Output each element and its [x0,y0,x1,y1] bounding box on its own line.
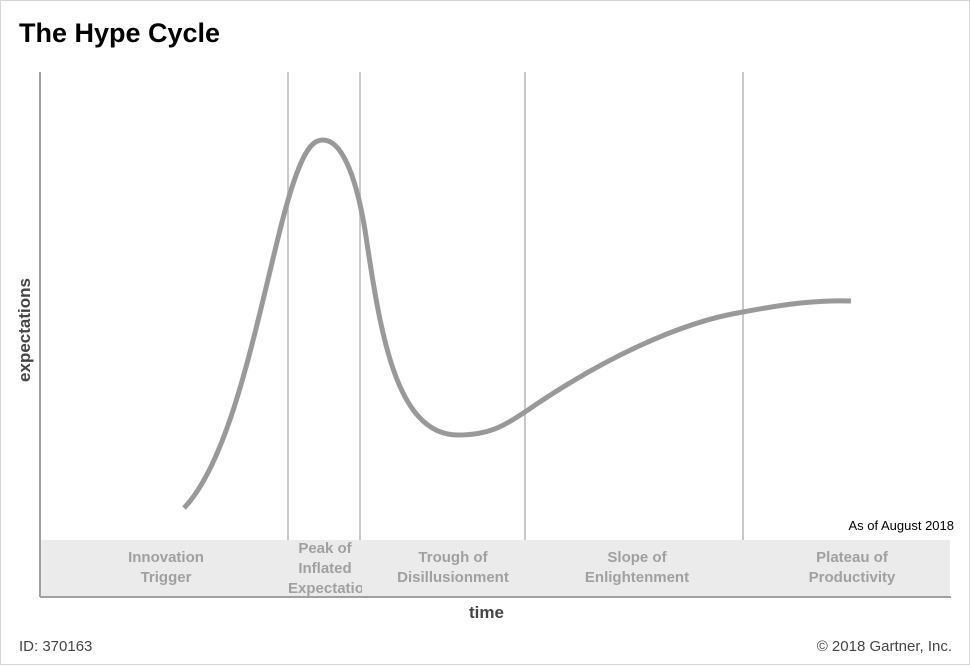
phase-slope-of-enlightenment: Slope of Enlightenment [584,549,690,586]
x-axis-label: time [469,603,504,622]
phase-plateau-of-productivity: Plateau of Productivity [808,549,896,586]
y-axis-label: expectations [15,278,34,382]
phase-band [40,540,950,597]
phase-peak-of-inflated-expectations: Peak of Inflated Expectations [288,540,362,597]
copyright: © 2018 Gartner, Inc. [816,638,952,655]
phase-trough-of-disillusionment: Trough of Disillusionment [397,549,509,586]
phase-innovation-trigger: Innovation Trigger [128,549,204,586]
hype-curve [182,137,852,510]
as-of-date: As of August 2018 [848,518,954,533]
document-id: ID: 370163 [19,638,93,655]
diagram-title: The Hype Cycle [19,18,221,48]
